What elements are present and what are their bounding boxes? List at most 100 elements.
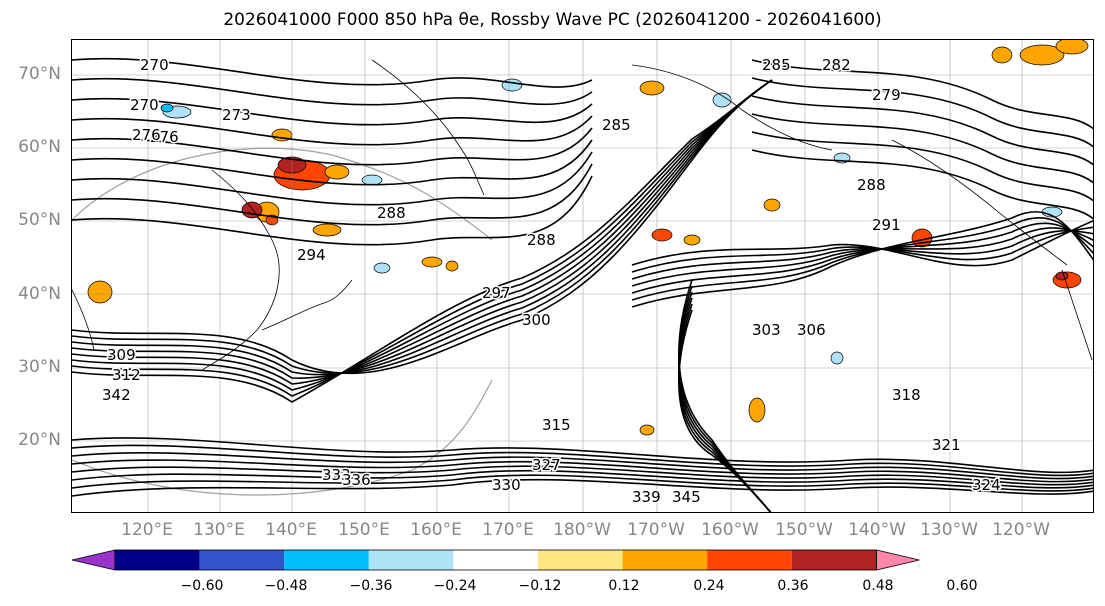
anomaly-patch bbox=[324, 164, 350, 180]
theta-e-contour bbox=[72, 79, 773, 379]
colorbar-tick: −0.12 bbox=[518, 578, 562, 594]
anomaly-patch bbox=[1019, 44, 1065, 66]
contour-label: 327 bbox=[532, 456, 561, 474]
lon-label-170e: 170°E bbox=[482, 520, 534, 540]
theta-e-contour bbox=[72, 444, 1093, 477]
graticule bbox=[72, 40, 1093, 512]
colorbar-tick: −0.48 bbox=[264, 578, 308, 594]
theta-e-contour bbox=[72, 97, 593, 126]
contour-label: 291 bbox=[872, 216, 901, 234]
theta-e-contour bbox=[72, 469, 1093, 489]
overlay-circle-arc bbox=[72, 147, 493, 241]
anomaly-patch bbox=[1055, 40, 1089, 55]
anomaly-patch bbox=[683, 234, 701, 246]
colorbar-bin bbox=[453, 550, 538, 570]
colorbar-tick: 0.60 bbox=[946, 578, 978, 594]
theta-e-contour bbox=[72, 175, 593, 246]
lon-label-140w: 140°W bbox=[848, 520, 906, 540]
lon-label-130w: 130°W bbox=[920, 520, 978, 540]
colorbar-bin bbox=[538, 550, 623, 570]
anomaly-patch bbox=[160, 103, 174, 113]
lon-label-160w: 160°W bbox=[701, 520, 759, 540]
anomaly-patch bbox=[763, 198, 781, 212]
theta-e-contour bbox=[72, 478, 1093, 497]
theta-e-contour bbox=[72, 139, 593, 186]
contour-label: 276 bbox=[150, 128, 179, 146]
theta-e-contour bbox=[72, 451, 1093, 480]
colorbar-tick: −0.24 bbox=[433, 578, 477, 594]
colorbar-extend-low bbox=[71, 549, 116, 571]
anomaly-patch bbox=[87, 280, 113, 304]
contour-label: 285 bbox=[602, 116, 631, 134]
colorbar-bin bbox=[707, 550, 792, 570]
theta-e-contour bbox=[72, 465, 1093, 486]
lon-label-120e: 120°E bbox=[121, 520, 173, 540]
contour-label: 273 bbox=[222, 106, 251, 124]
theta-e-contour bbox=[751, 95, 1093, 166]
anomaly-patch bbox=[651, 228, 673, 242]
contour-label: 282 bbox=[822, 56, 851, 74]
contour-label: 318 bbox=[892, 386, 921, 404]
anomaly-patch bbox=[991, 46, 1013, 64]
colorbar-frame bbox=[114, 549, 877, 571]
anomaly-patch bbox=[421, 256, 443, 268]
coastline bbox=[1061, 269, 1093, 361]
lat-label-40n: 40°N bbox=[18, 284, 61, 304]
theta-e-contour bbox=[751, 113, 1093, 184]
lat-label-60n: 60°N bbox=[18, 137, 61, 157]
theta-e-contour bbox=[72, 57, 593, 88]
lat-label-20n: 20°N bbox=[18, 430, 61, 450]
anomaly-patch bbox=[501, 78, 523, 92]
anomaly-patch bbox=[312, 223, 342, 237]
theta-e-contour bbox=[72, 437, 1093, 474]
contour-label: 288 bbox=[857, 176, 886, 194]
anomaly-patch bbox=[639, 424, 655, 436]
contour-label: 270 bbox=[140, 56, 169, 74]
colorbar-tick: 0.48 bbox=[862, 578, 894, 594]
theta-e-contour bbox=[751, 59, 1093, 130]
lon-label-140e: 140°E bbox=[265, 520, 317, 540]
theta-e-contour bbox=[72, 77, 593, 106]
colorbar-bin bbox=[368, 550, 454, 570]
colorbar bbox=[71, 549, 920, 571]
coastline bbox=[261, 279, 353, 331]
contour-label: 342 bbox=[102, 386, 131, 404]
contour-label: 345 bbox=[672, 488, 701, 506]
theta-e-contour bbox=[631, 216, 1093, 301]
theta-e-contour bbox=[72, 459, 1093, 483]
theta-e-contour bbox=[72, 79, 773, 375]
contour-label: 300 bbox=[522, 311, 551, 329]
lon-label-150e: 150°E bbox=[338, 520, 390, 540]
contour-label: 330 bbox=[492, 476, 521, 494]
theta-e-contours bbox=[72, 57, 1093, 512]
anomaly-patch bbox=[373, 262, 391, 274]
lon-label-120w: 120°W bbox=[992, 520, 1050, 540]
contour-label: 285 bbox=[762, 56, 791, 74]
theta-e-contour bbox=[631, 222, 1093, 294]
anomaly-patch bbox=[830, 351, 844, 365]
colorbar-tick: 0.12 bbox=[608, 578, 640, 594]
contour-label: 312 bbox=[112, 366, 141, 384]
theta-e-contour bbox=[72, 163, 593, 226]
lat-label-50n: 50°N bbox=[18, 210, 61, 230]
lat-label-70n: 70°N bbox=[18, 64, 61, 84]
anomaly-patch bbox=[445, 260, 459, 272]
contour-label: 288 bbox=[377, 204, 406, 222]
theta-e-contour bbox=[751, 77, 1093, 148]
contour-label: 306 bbox=[797, 321, 826, 339]
contour-label: 279 bbox=[872, 86, 901, 104]
contour-label: 294 bbox=[297, 246, 326, 264]
lon-label-170w: 170°W bbox=[627, 520, 685, 540]
contour-label: 336 bbox=[342, 471, 371, 489]
theta-e-contour bbox=[72, 79, 773, 375]
anomaly-patch bbox=[241, 201, 263, 219]
theta-e-contour bbox=[72, 79, 773, 397]
lon-label-130e: 130°E bbox=[193, 520, 245, 540]
contour-label: 333 bbox=[322, 466, 351, 484]
colorbar-tick: 0.36 bbox=[777, 578, 809, 594]
map-panel: 270 270 273 276 276 279 282 285 285 288 288 288 291 2… bbox=[71, 39, 1094, 513]
theta-e-contour bbox=[72, 151, 593, 206]
colorbar-bin bbox=[284, 550, 369, 570]
theta-e-contour bbox=[751, 131, 1093, 202]
